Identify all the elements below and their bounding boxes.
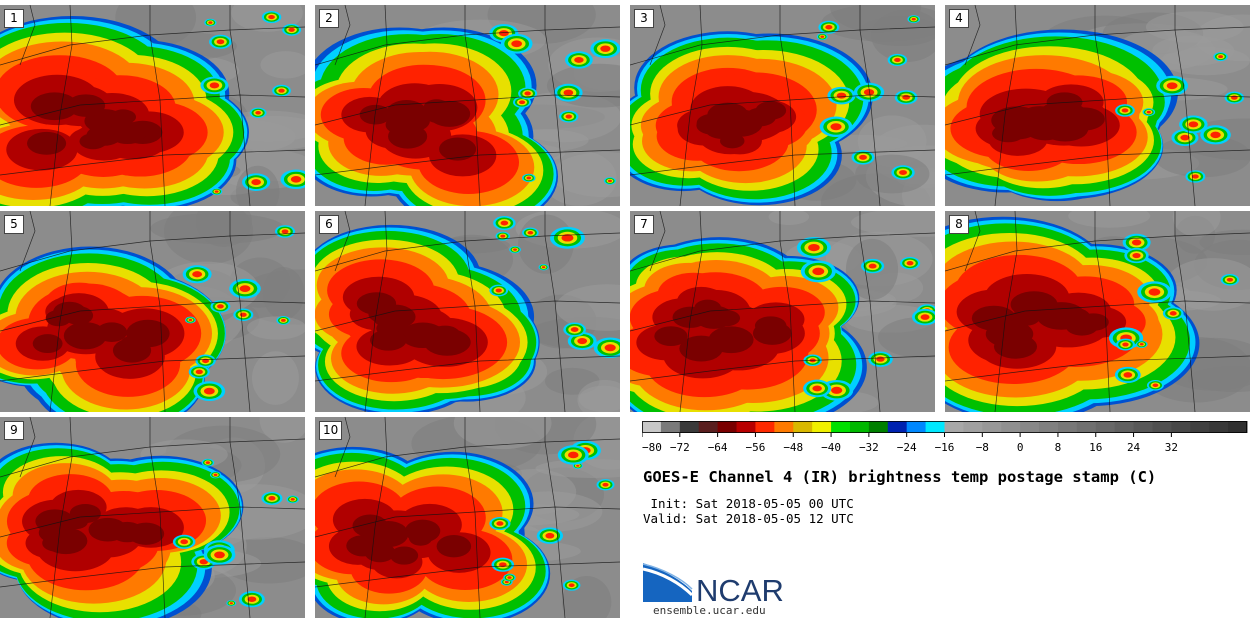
colorbar-swatch [774, 421, 794, 433]
ncar-logo: NCAR [642, 563, 784, 605]
ir-map [0, 211, 305, 412]
colorbar-swatch [849, 421, 870, 433]
forecast-panel-7: 7 [630, 211, 935, 412]
panel-label: 7 [634, 215, 654, 234]
colorbar-tick-label: −80 [642, 441, 662, 454]
colorbar-tick-label: 24 [1127, 441, 1141, 454]
forecast-panel-4: 4 [945, 5, 1250, 206]
colorbar-swatch [944, 421, 964, 433]
colorbar-swatch [1228, 421, 1248, 433]
colorbar-swatch [925, 421, 945, 433]
panel-label: 1 [4, 9, 24, 28]
colorbar-tick-label: −32 [859, 441, 879, 454]
colorbar-swatch [679, 421, 700, 433]
colorbar-swatch [982, 421, 1002, 433]
colorbar-swatch [1039, 421, 1059, 433]
forecast-panel-10: 10 [315, 417, 620, 618]
colorbar-tick-label: −40 [821, 441, 841, 454]
logo-text: NCAR [696, 573, 784, 605]
ir-map [945, 5, 1250, 206]
forecast-panel-3: 3 [630, 5, 935, 206]
colorbar-tick-label: 0 [1017, 441, 1024, 454]
colorbar-swatch [642, 421, 662, 433]
forecast-panel-9: 9 [0, 417, 305, 618]
colorbar-swatch [1152, 421, 1172, 433]
colorbar-swatch [736, 421, 756, 433]
colorbar-swatch [660, 421, 681, 433]
ir-map [945, 211, 1250, 412]
colorbar-swatch [1020, 421, 1040, 433]
ir-map [315, 417, 620, 618]
ir-map [630, 211, 935, 412]
colorbar-swatch [1209, 421, 1229, 433]
colorbar-swatch [1057, 421, 1078, 433]
colorbar-tick-label: 16 [1089, 441, 1102, 454]
colorbar-swatch [1133, 421, 1153, 433]
colorbar-tick-label: −64 [708, 441, 728, 454]
valid-time: Valid: Sat 2018-05-05 12 UTC [643, 511, 854, 526]
colorbar-swatch [868, 421, 889, 433]
colorbar-swatch [1001, 421, 1021, 433]
colorbar-swatch [1114, 421, 1135, 433]
ir-map [0, 5, 305, 206]
panel-label: 8 [949, 215, 969, 234]
colorbar-swatch [887, 421, 908, 433]
panel-label: 9 [4, 421, 24, 440]
panel-label: 3 [634, 9, 654, 28]
forecast-panel-5: 5 [0, 211, 305, 412]
ir-map [315, 211, 620, 412]
colorbar-swatch [1095, 421, 1116, 433]
figure-title: GOES-E Channel 4 (IR) brightness temp po… [643, 468, 1157, 486]
init-time: Init: Sat 2018-05-05 00 UTC [643, 496, 854, 511]
colorbar-swatch [1190, 421, 1210, 433]
colorbar-tick-label: −24 [897, 441, 917, 454]
forecast-panel-2: 2 [315, 5, 620, 206]
colorbar-tick-label: −48 [783, 441, 803, 454]
colorbar-tick-label: −72 [670, 441, 690, 454]
colorbar-tick-label: −16 [935, 441, 955, 454]
website-url: ensemble.ucar.edu [653, 604, 766, 617]
colorbar-swatch [906, 421, 927, 433]
forecast-panel-6: 6 [315, 211, 620, 412]
colorbar-swatch [793, 421, 813, 433]
colorbar-tick-label: −56 [746, 441, 766, 454]
colorbar-swatch [963, 421, 983, 433]
colorbar-swatch [812, 421, 832, 433]
panel-label: 2 [319, 9, 339, 28]
panel-label: 10 [319, 421, 343, 440]
colorbar-swatch [717, 421, 738, 433]
ir-map [0, 417, 305, 618]
colorbar-swatch [1171, 421, 1191, 433]
colorbar-tick-label: −8 [976, 441, 989, 454]
colorbar-tick-label: 32 [1165, 441, 1178, 454]
colorbar: −80 −72 −64 −56 −48 −40 −32 −24 −16 −8 0 8 16 24 32 [642, 421, 1248, 454]
forecast-panel-1: 1 [0, 5, 305, 206]
ir-map [315, 5, 620, 206]
forecast-panel-8: 8 [945, 211, 1250, 412]
panel-label: 5 [4, 215, 24, 234]
colorbar-swatch [1076, 421, 1097, 433]
colorbar-tick-label: 8 [1055, 441, 1062, 454]
colorbar-swatch [831, 421, 851, 433]
colorbar-swatch [755, 421, 775, 433]
colorbar-swatch [698, 421, 719, 433]
ir-map [630, 5, 935, 206]
panel-label: 4 [949, 9, 969, 28]
panel-label: 6 [319, 215, 339, 234]
